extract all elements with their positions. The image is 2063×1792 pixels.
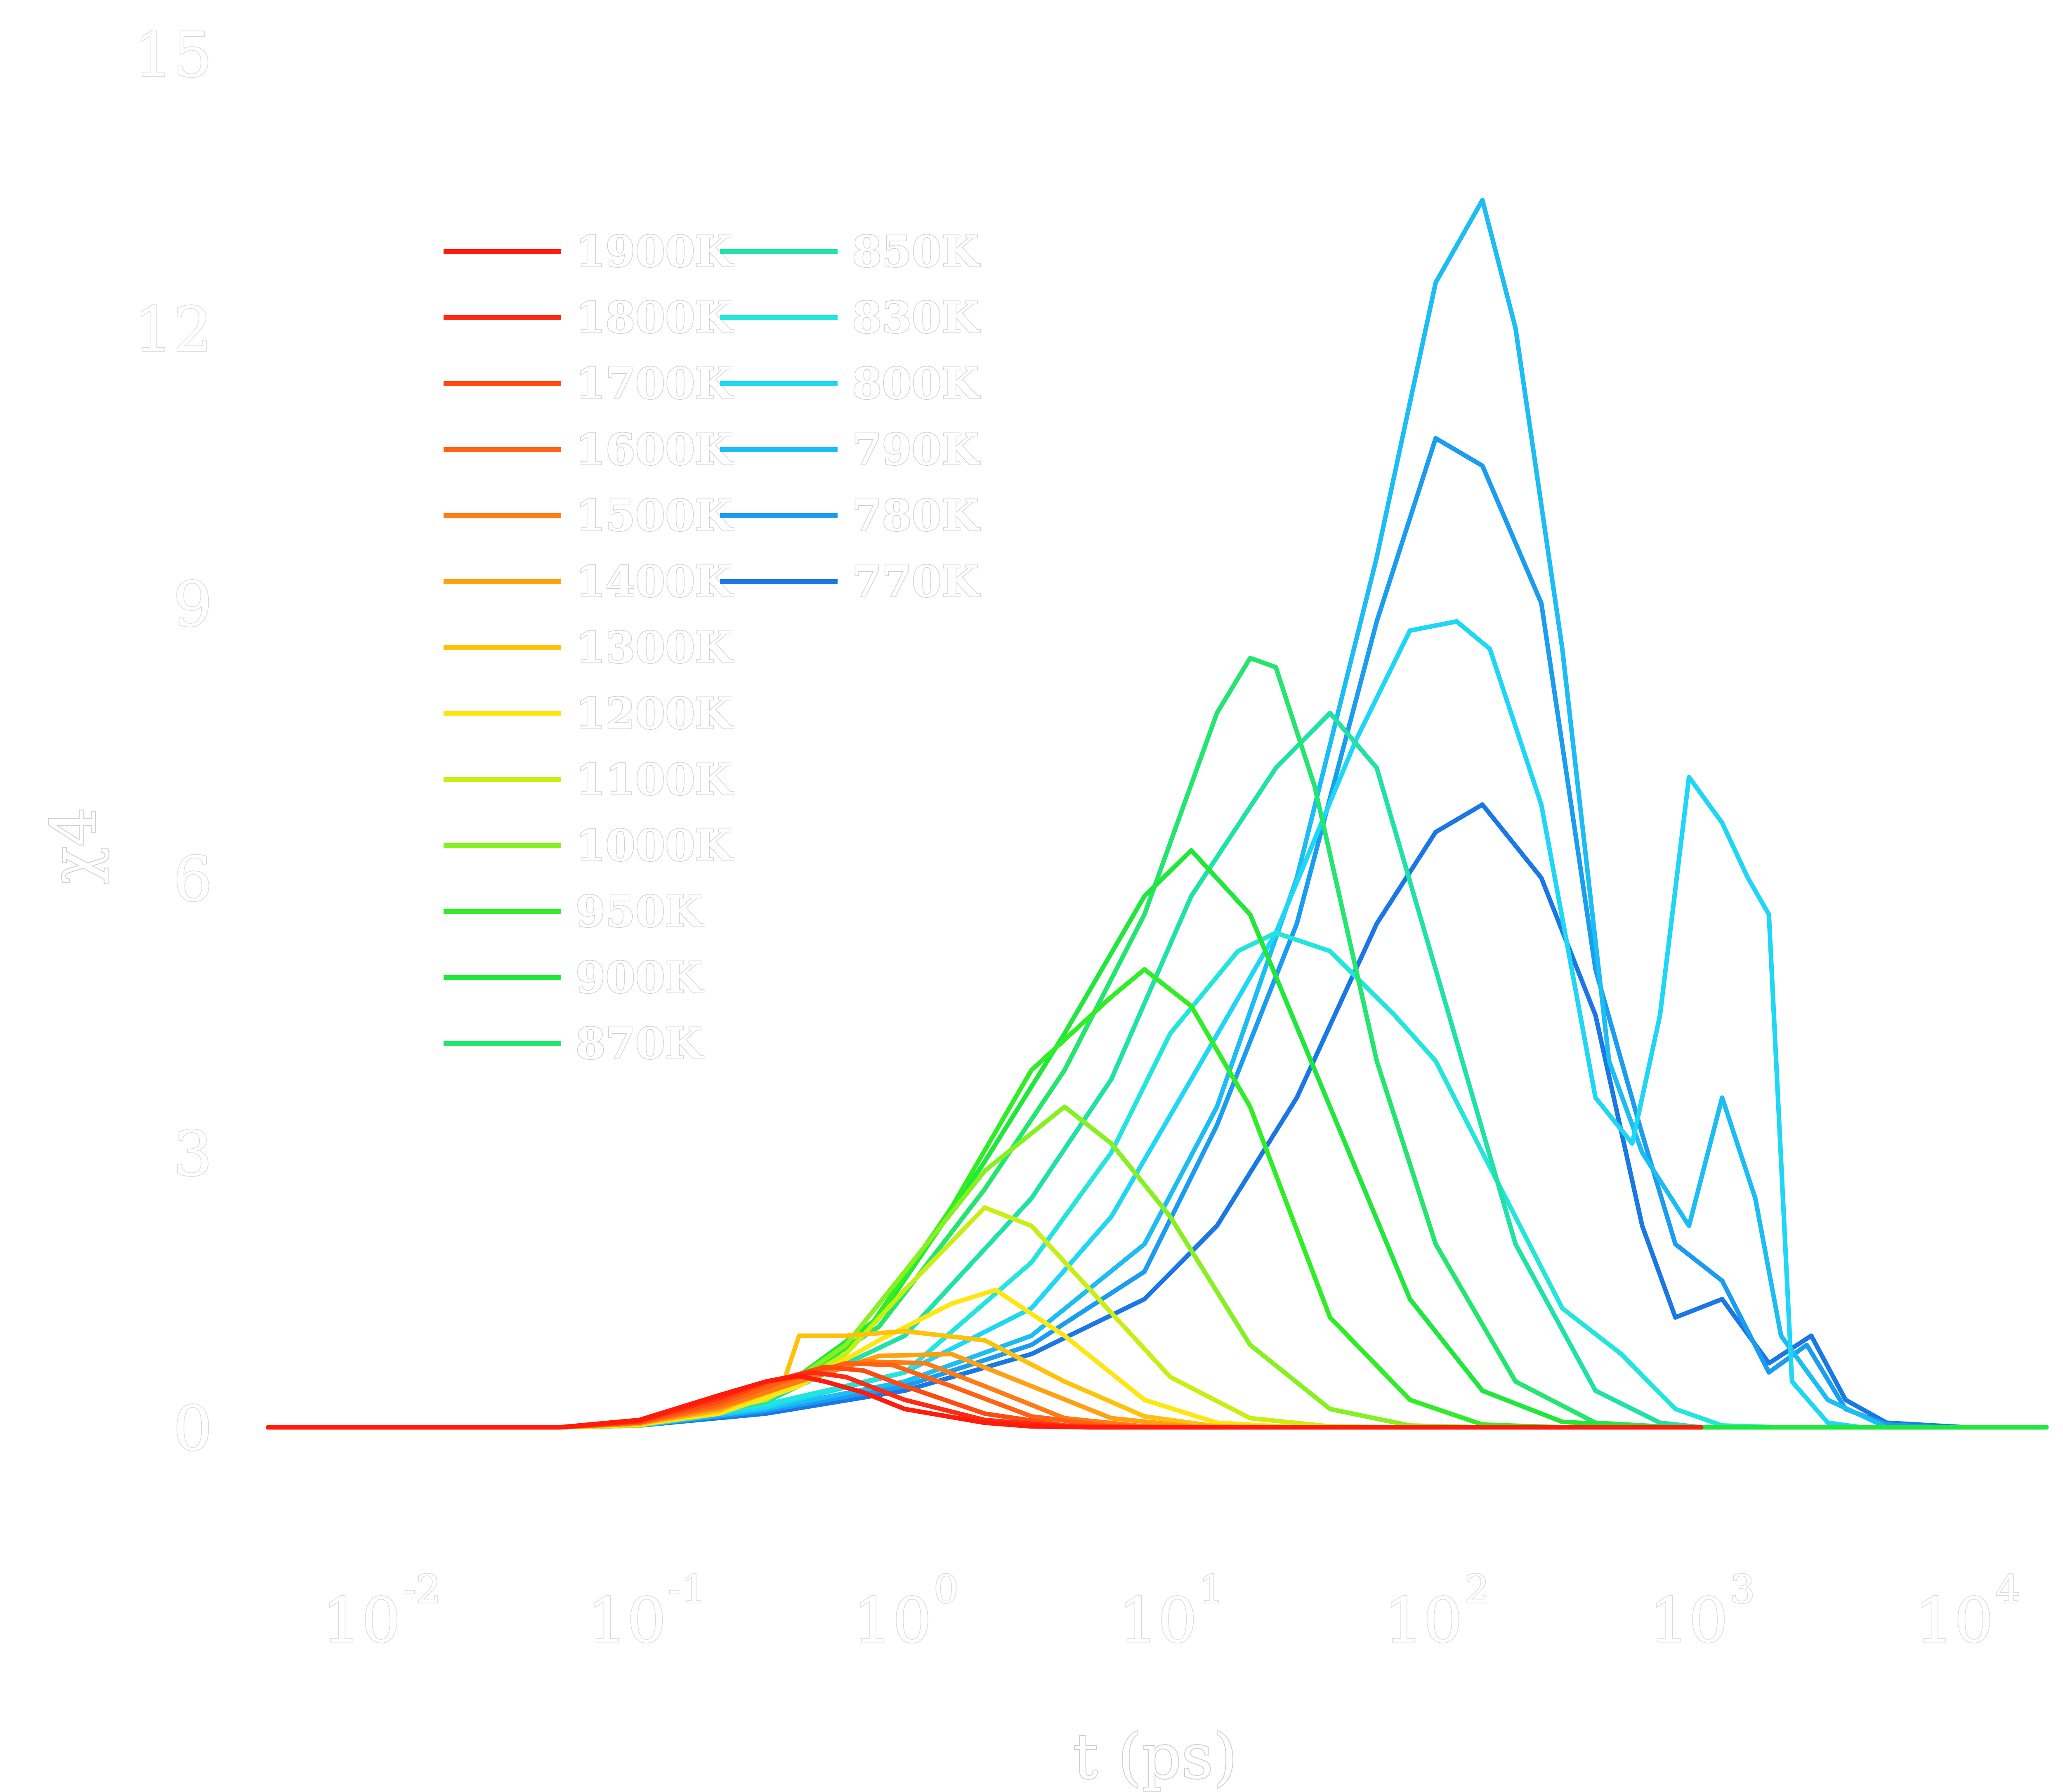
x-tick-exponent: -2 — [403, 1567, 441, 1612]
legend-label: 1300K — [576, 622, 734, 673]
legend-item: 800K — [720, 358, 981, 410]
legend-item: 1700K — [444, 358, 734, 410]
legend-label: 1000K — [576, 820, 734, 871]
legend-label: 770K — [852, 556, 980, 607]
legend-item: 1400K — [444, 556, 734, 608]
y-axis-title: χ4 — [38, 807, 110, 884]
legend-label: 870K — [576, 1018, 704, 1069]
legend-label: 1800K — [576, 292, 734, 343]
legend-item: 1500K — [444, 490, 734, 542]
x-tick-base: 10 — [1119, 1585, 1197, 1657]
legend-item: 1900K — [444, 226, 734, 278]
x-axis-title: t (ps) — [1073, 1721, 1237, 1792]
x-tick-label: 10 1 — [1118, 1566, 1225, 1658]
x-tick-label: 10 0 — [852, 1566, 959, 1658]
y-tick-label: 3 — [173, 1118, 212, 1190]
legend-label: 780K — [852, 490, 980, 541]
x-tick-exponent: 2 — [1465, 1567, 1489, 1612]
x-tick-exponent: 1 — [1199, 1567, 1224, 1612]
x-tick-base: 10 — [1384, 1585, 1463, 1657]
legend-label: 1700K — [576, 358, 734, 409]
legend-item: 1200K — [444, 688, 734, 740]
x-tick-base: 10 — [1915, 1585, 1994, 1657]
legend-label: 900K — [576, 952, 704, 1003]
series-line-830K — [266, 930, 1784, 1430]
y-tick-label: 0 — [173, 1393, 212, 1465]
legend-item: 850K — [720, 226, 981, 278]
series-line-850K — [266, 710, 1704, 1430]
x-tick-exponent: 4 — [1995, 1567, 2020, 1612]
legend-label: 850K — [852, 226, 980, 277]
y-axis-tick-labels: 0 3 6 9 12 15 — [133, 19, 213, 1466]
series-line-780K — [266, 436, 1943, 1430]
x-tick-label: 10 -2 — [321, 1566, 441, 1658]
legend-item: 1800K — [444, 292, 734, 344]
legend-label: 1200K — [576, 688, 734, 739]
series-line-1900K — [266, 1374, 1704, 1430]
series-lines — [266, 198, 2049, 1430]
legend-item: 950K — [444, 886, 705, 938]
legend-label: 1400K — [576, 556, 734, 607]
x-tick-base: 10 — [1650, 1585, 1728, 1657]
legend-item: 1000K — [444, 820, 734, 872]
legend-item: 780K — [720, 490, 981, 542]
y-tick-label: 9 — [173, 569, 212, 641]
y-tick-label: 15 — [134, 19, 212, 91]
legend-item: 1300K — [444, 622, 734, 674]
legend-label: 950K — [576, 886, 704, 937]
series-line-770K — [266, 802, 1969, 1430]
legend-label: 800K — [852, 358, 980, 409]
x-axis-tick-labels: 10 -2 10 -1 10 0 10 1 10 2 10 3 10 4 — [321, 1566, 2021, 1658]
legend-item: 900K — [444, 952, 705, 1004]
legend: 1900K 1800K 1700K 1600K 1500K 1400K 1300K 1200K… — [444, 226, 981, 1070]
y-tick-label: 12 — [134, 294, 212, 366]
legend-item: 770K — [720, 556, 981, 608]
x-tick-label: 10 4 — [1914, 1566, 2021, 1658]
x-tick-label: 10 -1 — [587, 1566, 707, 1658]
legend-label: 830K — [852, 292, 980, 343]
series-line-790K — [266, 198, 1889, 1430]
x-tick-exponent: 3 — [1730, 1567, 1755, 1612]
x-tick-exponent: 0 — [934, 1567, 958, 1612]
legend-label: 1900K — [576, 226, 734, 277]
legend-item: 830K — [720, 292, 981, 344]
legend-item: 790K — [720, 424, 981, 476]
legend-item: 870K — [444, 1018, 705, 1070]
y-tick-label: 6 — [173, 844, 212, 915]
x-tick-base: 10 — [322, 1585, 401, 1657]
x-tick-base: 10 — [588, 1585, 666, 1657]
legend-label: 1100K — [576, 754, 734, 805]
x-tick-label: 10 2 — [1383, 1566, 1490, 1658]
x-tick-exponent: -1 — [668, 1567, 706, 1612]
x-tick-label: 10 3 — [1649, 1566, 1756, 1658]
legend-label: 1500K — [576, 490, 734, 541]
legend-item: 1100K — [444, 754, 734, 806]
legend-item: 1600K — [444, 424, 734, 476]
x-tick-base: 10 — [853, 1585, 932, 1657]
legend-label: 1600K — [576, 424, 734, 475]
legend-label: 790K — [852, 424, 980, 475]
